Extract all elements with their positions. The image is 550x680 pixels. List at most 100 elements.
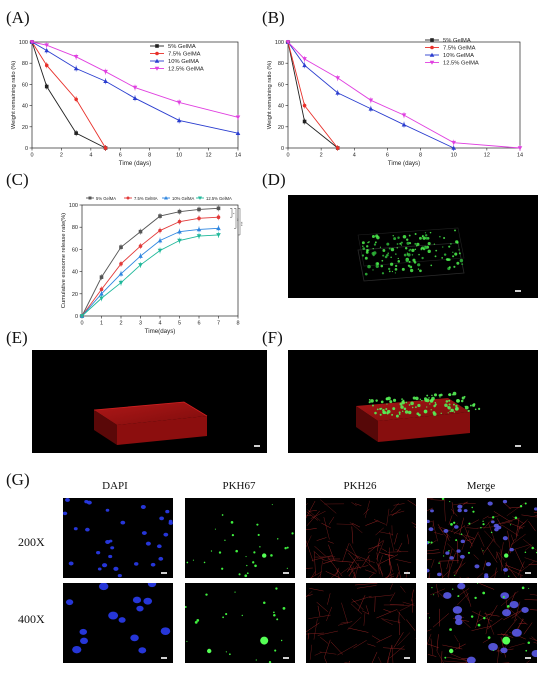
membrane-fiber [446,532,450,542]
exosome-dot [535,551,537,554]
membrane-fiber [442,644,463,650]
data-point [119,245,123,249]
exosome-dot [476,583,479,584]
membrane-fiber [327,540,334,544]
exosome-dot [433,243,436,245]
membrane-fiber [482,515,489,520]
exosome-dot [439,393,443,397]
nucleus [457,504,463,509]
membrane-fiber [308,510,317,512]
exosome-dot [394,264,398,268]
membrane-fiber [494,567,497,578]
exosome-dot [408,404,411,406]
membrane-fiber [454,643,466,650]
panel-label-b: (B) [262,8,285,27]
exosome-dot [419,269,422,273]
data-point [235,130,241,135]
membrane-fiber [391,644,394,663]
membrane-fiber [319,651,337,655]
exosome-dot [276,618,279,621]
exosome-dot [367,241,369,244]
data-point [44,63,49,68]
membrane-fiber [453,562,466,574]
nucleus [457,508,462,513]
membrane-fiber [351,526,354,544]
membrane-fiber [436,650,444,663]
membrane-fiber [319,560,323,578]
membrane-fiber [376,635,392,643]
membrane-fiber [484,613,500,617]
nucleus [165,509,170,514]
data-point [286,40,290,44]
exosome-dot [422,246,425,249]
significance-bracket [230,208,233,218]
nucleus [452,606,463,614]
membrane-fiber [473,554,479,560]
membrane-fiber [355,555,375,563]
membrane-fiber [342,543,350,562]
scale-bar [283,572,289,574]
exosome-cluster [449,648,454,654]
nucleus [459,554,465,559]
exosome-dot [401,267,405,271]
membrane-fiber [354,583,378,586]
membrane-fiber [405,570,408,578]
exosome-dot [430,409,432,411]
panel-label-g: (G) [6,470,30,489]
membrane-fiber [441,651,443,663]
exosome-dot [456,261,460,265]
membrane-fiber [483,538,495,553]
membrane-fiber [496,518,519,525]
exosome-dot [408,410,412,415]
nucleus [147,583,157,588]
nucleus [120,520,126,525]
exosome-dot [376,262,380,265]
exosome-dot [387,396,391,401]
y-tick-label: 0 [25,146,28,152]
legend-marker [154,58,160,63]
membrane-fiber [386,508,390,526]
y-tick-label: 80 [72,225,78,231]
membrane-fiber [453,502,469,506]
significance-label: ** [235,218,239,221]
exosome-dot [449,628,452,631]
exosome-dot [452,588,454,590]
membrane-fiber [529,609,537,611]
membrane-fiber [514,548,524,569]
legend-marker [155,44,159,48]
exosome-dot [409,268,414,273]
nucleus [474,564,480,569]
exosome-dot [478,407,481,411]
exosome-dot [388,247,391,250]
membrane-fiber [507,539,515,554]
exosome-dot [425,234,428,237]
nucleus [503,567,508,572]
exosome-dot [397,236,400,239]
data-point [73,55,79,60]
exosome-dot [224,539,226,541]
exosome-dot [406,254,409,256]
nucleus [509,600,519,609]
membrane-fiber [340,567,350,574]
data-point [118,271,124,276]
membrane-fiber [323,516,330,540]
col-title-pkh26: PKH26 [343,480,377,492]
data-point [103,69,108,74]
y-tick-label: 20 [278,125,284,131]
exosome-dot [234,591,236,593]
exosome-dot [270,554,273,557]
nucleus [105,539,111,544]
exosome-dot [379,413,382,416]
exosome-dot [415,406,417,408]
membrane-fiber [535,515,537,516]
nucleus [108,611,119,620]
exosome-dot [402,235,407,239]
membrane-fiber [411,589,414,602]
membrane-fiber [509,642,525,648]
nucleus [132,596,142,604]
membrane-fiber [479,583,495,590]
exosome-dot [403,253,407,257]
exosome-dot [482,523,485,526]
exosome-dot [362,245,364,247]
membrane-fiber [520,560,535,572]
